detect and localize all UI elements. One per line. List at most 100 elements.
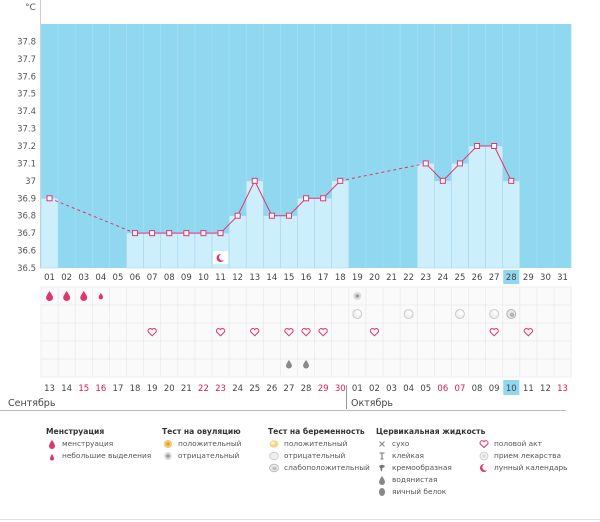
temperature-bar [502, 180, 521, 269]
calendar-date-label: 14 [61, 384, 72, 394]
cycle-day-label: 04 [95, 273, 106, 283]
y-tick-label: 37.1 [17, 159, 36, 169]
cycle-day-label: 31 [557, 273, 568, 283]
egg-white-icon [376, 487, 388, 497]
moon-icon [478, 463, 490, 473]
calendar-date-label: 23 [215, 384, 226, 394]
month-label-october: Октябрь [351, 398, 393, 409]
calendar-date-label: 20 [164, 384, 175, 394]
cycle-day-label: 24 [437, 273, 448, 283]
heart-icon [523, 328, 533, 337]
calendar-date-label: 19 [147, 384, 158, 394]
cycle-day-label: 02 [61, 273, 72, 283]
calendar-date-label: 15 [78, 384, 89, 394]
legend-label: кремообразная [392, 463, 452, 472]
cycle-day-row: 01 02 03 04 05 06 07 08 09 10 11 12 13 14 15 16 17 18 19 20… [44, 270, 568, 284]
legend: Менструация менструация небольшие выделе… [0, 426, 600, 522]
legend-title: Тест на овуляцию [162, 427, 241, 436]
calendar-date-label: 08 [472, 384, 483, 394]
legend-menstruation: Менструация менструация небольшие выделе… [46, 426, 151, 462]
y-tick-label: 37.6 [17, 72, 36, 82]
y-tick-label: 37 [25, 177, 36, 187]
temperature-points [46, 143, 515, 264]
cycle-day-label: 25 [455, 273, 466, 283]
calendar-date-label: 06 [437, 384, 448, 394]
cycle-day-label: 21 [386, 273, 397, 283]
temperature-point [474, 143, 481, 149]
cycle-day-label: 08 [164, 273, 175, 283]
legend-label: сухо [392, 439, 410, 448]
calendar-date-label: 21 [181, 384, 192, 394]
cycle-day-label: 06 [130, 273, 141, 283]
calendar-date-label: 05 [420, 384, 431, 394]
legend-label: слабоположительный [284, 463, 370, 472]
cycle-day-label: 14 [266, 273, 277, 283]
legend-label: положительный [284, 439, 348, 448]
temperature-bar [468, 145, 486, 269]
y-tick-label: 37.2 [17, 142, 36, 152]
temperature-bar [416, 163, 435, 269]
legend-item: лунный календарь [478, 462, 568, 474]
legend-item: положительный [162, 438, 241, 450]
watery-icon [285, 360, 292, 369]
calendar-date-label: 04 [403, 384, 414, 394]
temperature-bar [485, 145, 503, 269]
cycle-day-label: 09 [181, 273, 192, 283]
drop-big-icon [63, 291, 71, 301]
heart-icon [301, 328, 311, 337]
legend-item: отрицательный [162, 450, 241, 462]
temperature-point [46, 195, 53, 202]
legend-label: отрицательный [284, 451, 346, 460]
legend-label: половой акт [494, 439, 542, 448]
legend-label: прием лекарства [494, 451, 562, 460]
y-tick-label: 37.7 [17, 55, 36, 65]
cross-icon [376, 439, 388, 449]
temperature-bar [126, 232, 144, 269]
pill-icon-shine [458, 311, 463, 316]
ovulation-negative-icon [162, 451, 174, 461]
legend-item: половой акт [478, 438, 568, 450]
heart-icon [489, 328, 499, 337]
creamy-icon [376, 463, 388, 473]
cycle-day-label: 27 [489, 273, 500, 283]
temperature-point [183, 230, 190, 237]
calendar-date-label: 18 [130, 384, 141, 394]
temperature-point [251, 177, 258, 184]
legend-label: лунный календарь [494, 463, 568, 472]
calendar-date-label: 07 [455, 384, 466, 394]
temperature-point [268, 212, 275, 219]
bbt-chart: °C 36.5 36.6 36.7 36.8 36.9 37 37.1 37.2 37.3 37.… [0, 0, 572, 411]
legend-item: отрицательный [268, 450, 370, 462]
cycle-day-label: 19 [352, 273, 363, 283]
cycle-day-label: 11 [215, 273, 226, 283]
cycle-day-label: 26 [472, 273, 483, 283]
temperature-line-dashed [340, 162, 426, 182]
calendar-date-label: 02 [369, 384, 380, 394]
temperature-point [149, 230, 156, 237]
cycle-day-label: 03 [78, 273, 89, 283]
temperature-point [234, 212, 241, 219]
y-tick-label: 37.4 [17, 107, 36, 117]
cycle-day-label: 20 [369, 273, 380, 283]
drop-small-icon [46, 451, 58, 461]
cycle-day-label: 12 [232, 273, 243, 283]
pill-icon-shine [407, 311, 412, 316]
temperature-bar [314, 198, 332, 269]
calendar-date-label: 26 [266, 384, 277, 394]
legend-item: небольшие выделения [46, 450, 151, 462]
legend-label: клейкая [392, 451, 424, 460]
calendar-date-label: 09 [489, 384, 500, 394]
heart-icon [478, 439, 490, 449]
calendar-date-row: 13 14 15 16 17 18 19 20 21 22 23 24 25 26 27 28 29 30 01 02… [44, 380, 568, 395]
watery-icon [376, 475, 388, 485]
legend-title: Менструация [46, 427, 105, 436]
legend-item: яичный белок [376, 486, 485, 498]
highlight-date-cell [503, 380, 520, 395]
calendar-date-label: 30 [335, 384, 346, 394]
temperature-point [491, 143, 498, 149]
calendar-date-label: 10 [506, 384, 517, 394]
temperature-point [439, 177, 446, 184]
legend-other: половой акт прием лекарства лунный кален… [478, 438, 568, 474]
calendar-date-label: 13 [557, 384, 568, 394]
heart-icon [147, 328, 157, 337]
